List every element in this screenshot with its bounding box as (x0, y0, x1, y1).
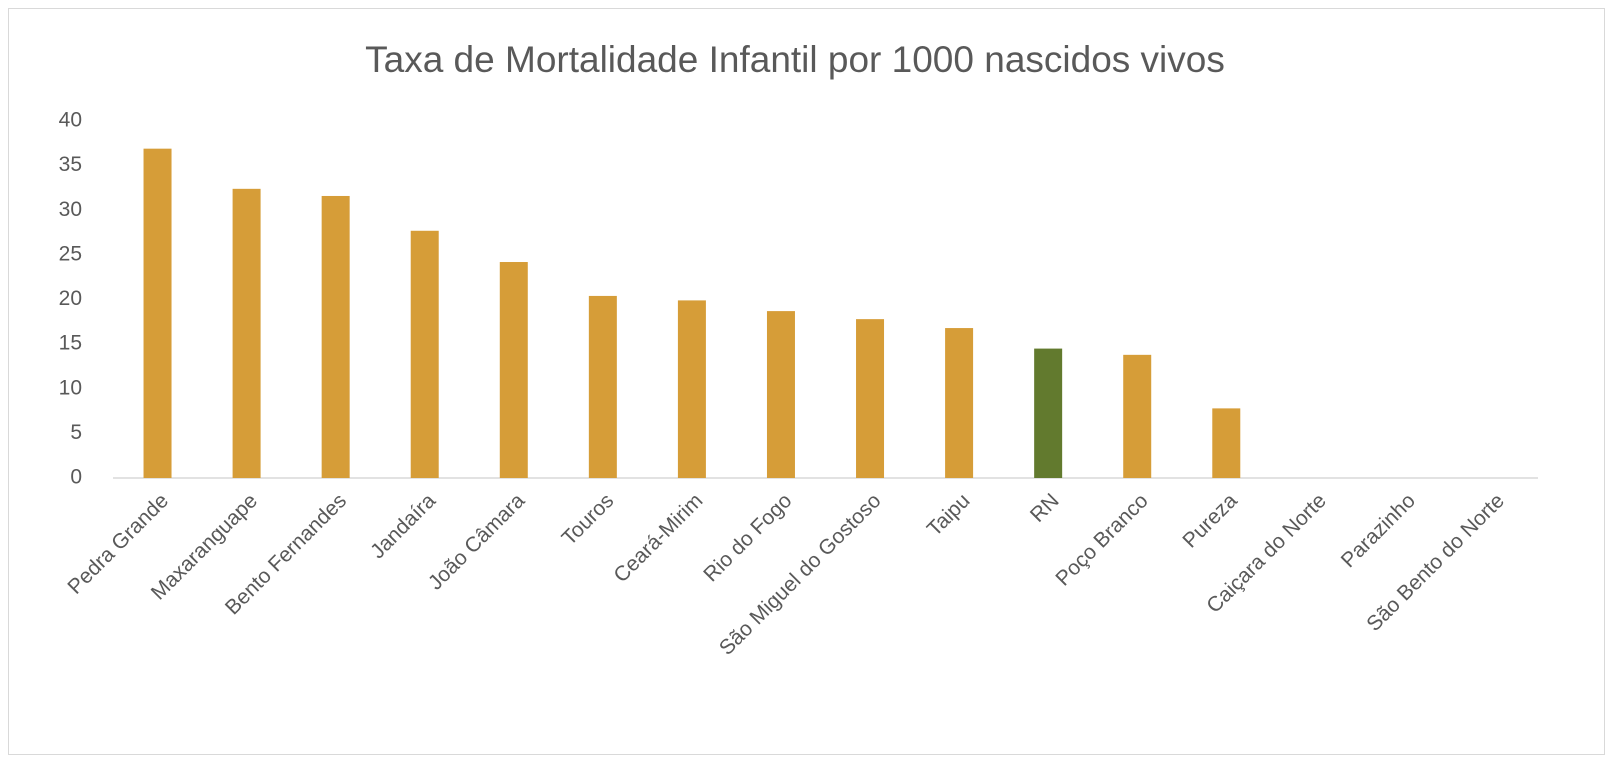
bar (499, 262, 528, 478)
bar (1212, 408, 1241, 478)
bar (856, 319, 885, 478)
bar (1034, 348, 1063, 478)
chart-title: Taxa de Mortalidade Infantil por 1000 na… (365, 39, 1225, 80)
bar (410, 230, 439, 478)
bar (143, 148, 172, 479)
bar (232, 188, 261, 478)
y-tick-label: 40 (59, 109, 82, 132)
y-tick-label: 0 (70, 466, 82, 489)
y-tick-label: 15 (59, 332, 82, 355)
bar (945, 328, 974, 478)
y-tick-label: 5 (70, 421, 82, 444)
bar (766, 311, 795, 478)
y-tick-label: 30 (59, 198, 82, 221)
chart-border (8, 8, 1605, 755)
y-tick-label: 35 (59, 153, 82, 176)
y-tick-label: 10 (59, 376, 82, 399)
bar (321, 195, 350, 478)
bar (677, 300, 706, 478)
bar (588, 295, 617, 478)
bar (1123, 354, 1152, 478)
y-tick-label: 25 (59, 242, 82, 265)
y-tick-label: 20 (59, 287, 82, 310)
